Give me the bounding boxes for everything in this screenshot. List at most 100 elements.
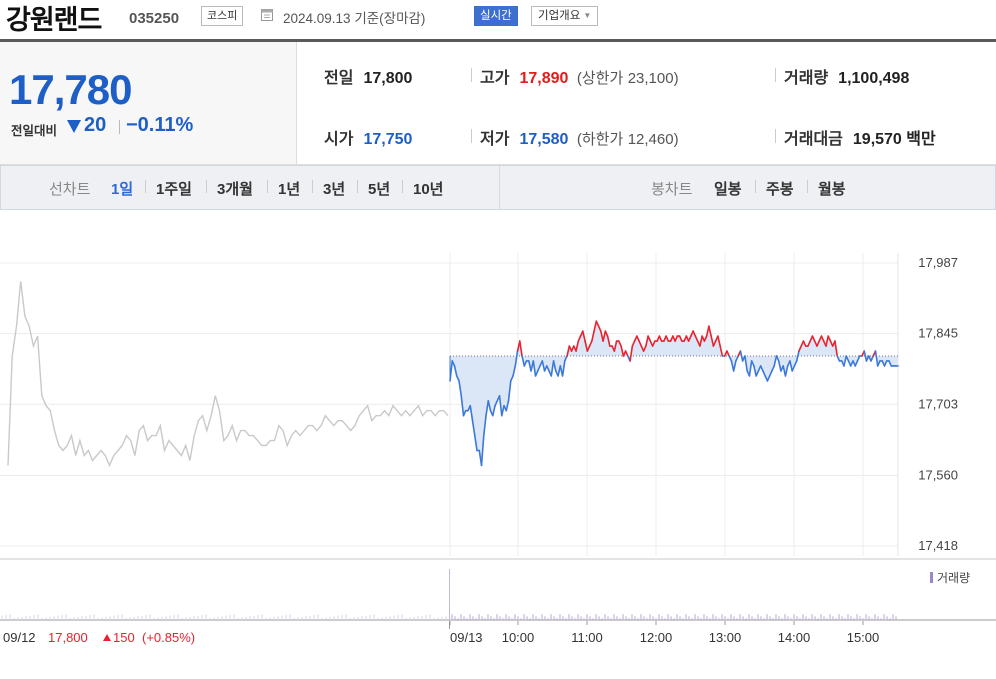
today-line-segment — [789, 360, 793, 372]
volume-panel: 거래량 — [0, 558, 996, 621]
period-5y[interactable]: 5년 — [368, 181, 391, 198]
today-line-segment — [509, 375, 514, 382]
base-date: 2024.09.13 기준(장마감) — [283, 11, 426, 26]
stat-high: 고가 17,890 (상한가 23,100) — [480, 64, 679, 88]
divider — [471, 129, 472, 143]
today-line-segment — [462, 409, 467, 417]
today-line-segment — [732, 360, 737, 372]
price-change-percent: −0.11% — [126, 114, 194, 136]
period-3m[interactable]: 3개월 — [217, 181, 253, 198]
stat-sub-value: 23,100) — [627, 70, 679, 87]
divider — [206, 180, 207, 193]
today-line-segment — [584, 340, 589, 352]
today-line-segment — [455, 375, 460, 382]
company-overview-button[interactable]: 기업개요 ▼ — [531, 6, 599, 26]
today-line-segment — [728, 355, 733, 362]
x-axis: 09/13 10:00 11:00 12:00 13:00 14:00 15:00 09/12… — [3, 621, 879, 645]
today-line-segment — [748, 360, 753, 377]
period-bar: 선차트 1일 1주일 3개월 1년 3년 5년 10년 봉차트 일봉 주봉 월봉 — [0, 165, 996, 210]
today-line-segment — [647, 335, 652, 342]
realtime-button[interactable]: 실시간 — [474, 6, 518, 26]
candle-monthly[interactable]: 월봉 — [818, 181, 846, 198]
chart-grid — [0, 253, 899, 556]
stat-label: 거래량 — [784, 70, 829, 87]
today-line-segment — [753, 365, 757, 377]
today-line-segment — [678, 335, 683, 342]
today-line-segment — [735, 355, 739, 362]
today-line-segment — [491, 404, 496, 417]
stat-prev-close: 전일 17,800 — [324, 64, 412, 88]
period-10y[interactable]: 10년 — [413, 181, 444, 198]
stat-label: 저가 — [480, 131, 510, 148]
stat-value: 17,580 — [519, 131, 569, 148]
y-axis: 17,987 17,845 17,703 17,560 17,418 — [918, 255, 958, 553]
today-line-segment — [854, 360, 859, 367]
today-line-segment — [480, 434, 485, 467]
today-line-segment — [597, 325, 602, 332]
today-area — [450, 321, 898, 466]
stat-sub-value: 12,460) — [627, 131, 679, 148]
stock-name[interactable]: 강원랜드 — [6, 5, 102, 35]
today-line-segment — [561, 360, 566, 377]
today-line-segment — [762, 370, 766, 377]
period-1w[interactable]: 1주일 — [156, 181, 192, 198]
today-line-segment — [541, 360, 546, 372]
divider — [119, 120, 120, 134]
prev-day-close: 17,800 — [48, 630, 88, 645]
today-line-segment — [708, 325, 712, 337]
today-line-segment — [458, 380, 463, 397]
today-line-segment — [523, 360, 528, 367]
today-line-segment — [636, 335, 640, 342]
y-tick-label: 17,703 — [918, 396, 958, 411]
stat-sub-label: (상한가 — [576, 70, 624, 87]
today-line-segment — [591, 330, 595, 342]
period-1d[interactable]: 1일 — [111, 181, 134, 198]
today-line-segment — [582, 330, 586, 342]
today-line-segment — [739, 350, 744, 362]
today-line-segment — [494, 399, 499, 407]
x-tick-label: 15:00 — [847, 630, 880, 645]
today-line-segment — [870, 355, 875, 362]
candle-daily[interactable]: 일봉 — [714, 181, 742, 198]
today-line-segment — [629, 345, 634, 362]
period-1y[interactable]: 1년 — [278, 181, 301, 198]
stat-value: 17,750 — [363, 131, 413, 148]
company-overview-label: 기업개요 — [538, 10, 581, 22]
compare-label: 전일대비 — [11, 124, 58, 138]
divider — [775, 68, 776, 82]
today-line-segment — [775, 355, 780, 362]
current-price: 17,780 — [9, 66, 132, 113]
today-line-segment — [593, 320, 598, 332]
today-line-segment — [498, 394, 503, 417]
prev-day-change-percent: (+0.85%) — [142, 630, 195, 645]
today-line-segment — [777, 360, 782, 372]
today-line-segment — [566, 345, 571, 357]
price-change: 20 — [84, 114, 107, 136]
prev-day-series — [7, 281, 449, 468]
divider — [357, 180, 358, 193]
prev-day-change: 150 — [113, 630, 135, 645]
today-line-segment — [750, 360, 755, 367]
today-line-segment — [482, 414, 487, 437]
today-line-segment — [469, 404, 474, 422]
today-line-segment — [514, 350, 519, 367]
today-line-segment — [883, 360, 888, 367]
current-price-panel: 17,780 전일대비 20 −0.11% — [0, 42, 297, 165]
price-chart[interactable]: 17,987 17,845 17,703 17,560 17,418 거래량 09/13… — [0, 210, 996, 679]
period-3y[interactable]: 3년 — [323, 181, 346, 198]
today-line-segment — [834, 340, 839, 357]
stat-volume: 거래량 1,100,498 — [784, 64, 909, 88]
today-line-segment — [874, 350, 879, 367]
candle-weekly[interactable]: 주봉 — [766, 181, 794, 198]
stat-value: 17,890 — [519, 70, 569, 87]
today-line-segment — [473, 434, 478, 452]
today-line-segment — [793, 360, 798, 367]
today-line-segment — [795, 350, 800, 362]
today-line-segment — [550, 360, 555, 377]
today-line-segment — [595, 320, 600, 327]
today-line-segment — [485, 399, 490, 417]
y-tick-label: 17,560 — [918, 467, 958, 482]
today-line-segment — [744, 355, 748, 372]
today-line-segment — [687, 335, 692, 342]
stock-header: 강원랜드 035250 코스피 2024.09.13 기준(장마감) 실시간 기… — [0, 0, 996, 40]
